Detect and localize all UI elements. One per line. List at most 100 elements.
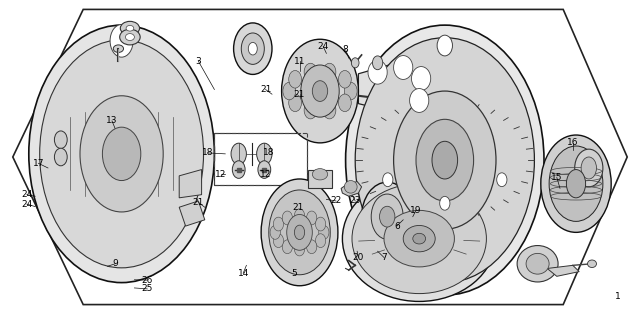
Ellipse shape: [273, 234, 284, 247]
Ellipse shape: [54, 131, 67, 149]
Ellipse shape: [304, 101, 317, 119]
Ellipse shape: [316, 217, 326, 231]
Ellipse shape: [566, 170, 586, 198]
Ellipse shape: [432, 141, 458, 179]
Ellipse shape: [517, 246, 558, 282]
Text: 16: 16: [567, 138, 579, 147]
Ellipse shape: [110, 24, 133, 57]
Ellipse shape: [80, 96, 163, 212]
Ellipse shape: [355, 38, 534, 283]
Ellipse shape: [307, 240, 317, 254]
Ellipse shape: [541, 135, 611, 232]
Text: 24: 24: [317, 42, 329, 51]
Ellipse shape: [248, 42, 257, 55]
Text: 24: 24: [21, 200, 33, 208]
Ellipse shape: [352, 184, 486, 294]
Ellipse shape: [380, 206, 395, 227]
Ellipse shape: [312, 81, 328, 101]
Ellipse shape: [581, 157, 596, 179]
Text: 14: 14: [237, 269, 249, 278]
Ellipse shape: [294, 225, 305, 240]
Text: 21: 21: [260, 85, 271, 94]
Polygon shape: [341, 181, 362, 196]
Ellipse shape: [257, 143, 272, 165]
Ellipse shape: [526, 253, 549, 274]
Ellipse shape: [304, 63, 317, 81]
Ellipse shape: [231, 143, 246, 165]
Ellipse shape: [394, 91, 496, 229]
Ellipse shape: [283, 82, 296, 100]
Ellipse shape: [394, 56, 413, 79]
Ellipse shape: [440, 196, 450, 210]
Text: 20: 20: [353, 253, 364, 262]
Text: 18: 18: [202, 149, 214, 157]
Text: 21: 21: [294, 90, 305, 99]
Ellipse shape: [344, 82, 357, 100]
Ellipse shape: [294, 242, 305, 256]
Ellipse shape: [120, 29, 140, 45]
Ellipse shape: [416, 119, 474, 201]
Ellipse shape: [287, 214, 312, 250]
Ellipse shape: [289, 71, 301, 88]
Ellipse shape: [270, 225, 280, 239]
Ellipse shape: [344, 181, 357, 193]
Ellipse shape: [294, 209, 305, 223]
Ellipse shape: [54, 148, 67, 166]
Text: 11: 11: [294, 57, 305, 66]
Ellipse shape: [588, 260, 596, 268]
Text: 6: 6: [394, 222, 399, 230]
Ellipse shape: [120, 21, 140, 35]
Text: 8: 8: [343, 45, 348, 54]
Ellipse shape: [410, 89, 429, 112]
Ellipse shape: [307, 211, 317, 225]
Ellipse shape: [342, 176, 496, 301]
Ellipse shape: [368, 60, 387, 84]
Text: 1: 1: [615, 292, 620, 301]
Text: 18: 18: [263, 149, 275, 157]
Ellipse shape: [273, 217, 284, 231]
Ellipse shape: [412, 67, 431, 90]
Text: 19: 19: [410, 206, 422, 215]
Ellipse shape: [403, 225, 435, 252]
Ellipse shape: [383, 173, 393, 187]
Ellipse shape: [413, 233, 426, 244]
Text: 12: 12: [215, 170, 227, 179]
Ellipse shape: [323, 63, 336, 81]
Ellipse shape: [232, 161, 245, 178]
Ellipse shape: [371, 194, 403, 239]
Polygon shape: [179, 170, 202, 198]
Text: 22: 22: [330, 197, 342, 205]
Text: 15: 15: [551, 173, 563, 182]
Ellipse shape: [269, 190, 330, 275]
Ellipse shape: [125, 34, 134, 41]
Text: 23: 23: [349, 197, 361, 205]
Text: 12: 12: [260, 170, 271, 179]
Text: 3: 3: [196, 57, 201, 66]
Polygon shape: [358, 63, 422, 113]
Ellipse shape: [241, 33, 264, 64]
Ellipse shape: [282, 39, 358, 143]
Ellipse shape: [102, 127, 141, 181]
Ellipse shape: [282, 240, 292, 254]
Ellipse shape: [346, 25, 544, 295]
Text: 24: 24: [21, 190, 33, 199]
Ellipse shape: [319, 225, 329, 239]
Text: 13: 13: [106, 116, 118, 125]
Ellipse shape: [372, 56, 383, 70]
Ellipse shape: [234, 23, 272, 74]
Ellipse shape: [282, 211, 292, 225]
Ellipse shape: [126, 25, 134, 31]
Ellipse shape: [339, 94, 351, 111]
Ellipse shape: [40, 40, 204, 268]
Ellipse shape: [113, 45, 124, 52]
Ellipse shape: [289, 94, 301, 111]
Text: 7: 7: [381, 253, 387, 262]
Ellipse shape: [301, 65, 339, 117]
Bar: [308, 170, 332, 188]
Text: 26: 26: [141, 276, 153, 284]
Ellipse shape: [351, 58, 359, 68]
Ellipse shape: [437, 35, 452, 56]
Ellipse shape: [339, 71, 351, 88]
Text: 21: 21: [292, 203, 303, 212]
Ellipse shape: [384, 210, 454, 267]
